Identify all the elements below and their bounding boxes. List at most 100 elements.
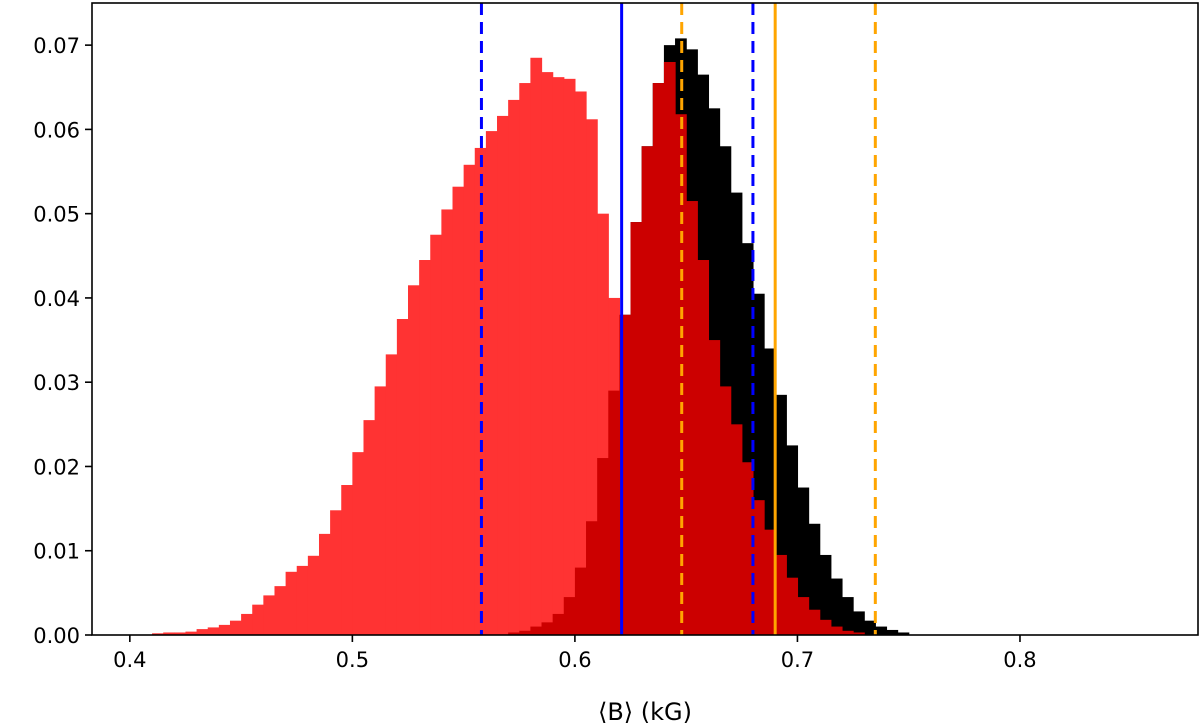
red-bar xyxy=(485,131,498,635)
black-bar xyxy=(786,445,799,635)
red-bar xyxy=(363,420,376,635)
darkred-bar xyxy=(786,577,799,635)
x-axis: 0.4 0.5 0.6 0.7 0.8 xyxy=(113,635,1037,672)
darkred-bar xyxy=(752,500,765,635)
red-bar xyxy=(330,510,342,635)
red-bar xyxy=(574,91,587,636)
darkred-bar xyxy=(708,340,721,635)
red-bar xyxy=(263,595,276,635)
black-bar xyxy=(886,629,899,635)
darkred-bar xyxy=(608,390,621,635)
red-bar xyxy=(163,632,175,635)
darkred-bar xyxy=(519,630,531,635)
black-bar xyxy=(775,394,787,635)
black-bar xyxy=(752,293,765,635)
black-bar xyxy=(875,626,888,635)
darkred-bar xyxy=(853,632,865,635)
darkred-bar xyxy=(775,554,787,635)
darkred-bar xyxy=(764,529,776,635)
red-bar xyxy=(552,77,565,635)
y-tick-label: 0.01 xyxy=(33,540,80,564)
red-bar xyxy=(541,72,554,636)
red-bar xyxy=(229,620,242,635)
red-bar xyxy=(341,485,353,635)
black-bar xyxy=(853,611,865,635)
darkred-bar xyxy=(508,632,520,635)
darkred-bar xyxy=(808,609,821,635)
red-bar xyxy=(285,571,298,635)
black-bar xyxy=(764,348,776,635)
darkred-bar xyxy=(663,61,676,636)
black-bar xyxy=(808,523,821,635)
red-bar xyxy=(430,234,442,636)
red-bar xyxy=(508,99,520,635)
red-bar xyxy=(396,319,409,635)
darkred-bar xyxy=(530,626,543,635)
darkred-bar xyxy=(641,146,654,635)
x-axis-label: ⟨B⟩ (kG) xyxy=(598,698,692,725)
black-bar xyxy=(841,597,854,635)
x-tick-label: 0.4 xyxy=(113,648,146,672)
red-bar xyxy=(218,624,231,635)
darkred-bar xyxy=(574,567,587,635)
red-bar xyxy=(296,565,309,635)
darkred-bar xyxy=(563,597,576,635)
red-bar xyxy=(352,452,365,635)
red-bar xyxy=(185,631,198,635)
red-bar xyxy=(597,213,609,636)
red-bar xyxy=(408,285,420,635)
darkred-bar xyxy=(619,314,632,635)
black-bar xyxy=(897,632,910,635)
darkred-bar xyxy=(830,626,843,635)
red-bar xyxy=(196,629,209,635)
red-bar xyxy=(586,119,598,636)
darkred-bar xyxy=(541,622,554,635)
darkred-bar xyxy=(730,424,743,635)
red-bar xyxy=(519,83,531,636)
red-bar xyxy=(241,613,253,635)
red-bar xyxy=(419,260,431,635)
black-bar xyxy=(797,487,810,635)
darkred-bar xyxy=(697,260,710,635)
darkred-bar xyxy=(841,630,854,635)
darkred-bar xyxy=(741,462,754,635)
red-bar xyxy=(174,632,187,635)
y-tick-label: 0.06 xyxy=(33,118,80,142)
red-bar xyxy=(497,115,509,636)
x-tick-label: 0.5 xyxy=(336,648,369,672)
darkred-bar xyxy=(719,386,732,635)
y-axis: 0.00 0.01 0.02 0.03 0.04 0.05 0.06 0.07 xyxy=(33,34,92,648)
darkred-bar xyxy=(552,613,565,635)
red-bar xyxy=(274,586,287,635)
black-bar xyxy=(830,578,843,635)
black-bar xyxy=(730,192,743,635)
red-bar xyxy=(318,533,331,635)
reference-lines xyxy=(479,3,877,635)
red-bar xyxy=(441,209,454,635)
y-tick-label: 0.00 xyxy=(33,624,80,648)
darkred-bar xyxy=(652,83,665,636)
red-bar xyxy=(385,354,398,635)
black-bar xyxy=(819,554,832,635)
darkred-bar xyxy=(597,458,609,635)
black-bar xyxy=(741,243,754,635)
red-bar xyxy=(152,633,164,635)
y-tick-label: 0.03 xyxy=(33,371,80,395)
x-tick-label: 0.6 xyxy=(558,648,591,672)
black-bar xyxy=(864,620,876,635)
red-bar xyxy=(452,186,465,635)
red-bar xyxy=(252,604,264,635)
x-tick-label: 0.7 xyxy=(781,648,814,672)
y-tick-label: 0.02 xyxy=(33,455,80,479)
red-bar xyxy=(307,555,320,635)
red-bar xyxy=(374,386,387,635)
y-tick-label: 0.04 xyxy=(33,287,80,311)
red-bar xyxy=(530,57,543,635)
red-bar xyxy=(207,627,220,635)
darkred-bar xyxy=(819,619,832,635)
red-bar xyxy=(563,78,576,636)
darkred-bar xyxy=(797,597,810,635)
darkred-bar xyxy=(630,222,643,635)
plot-frame xyxy=(91,2,1199,636)
